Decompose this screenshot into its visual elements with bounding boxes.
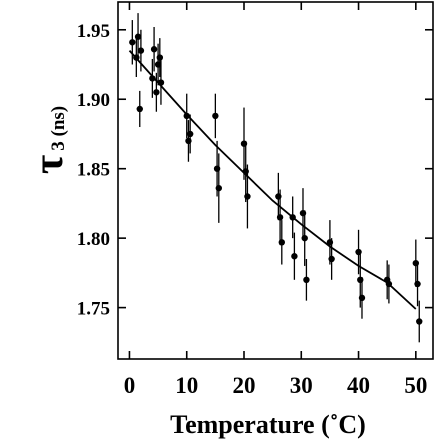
data-point xyxy=(183,112,190,120)
data-point xyxy=(129,39,136,46)
data-point xyxy=(358,294,366,302)
data-point xyxy=(414,280,421,288)
plot-frame xyxy=(117,1,434,360)
data-point xyxy=(276,214,284,221)
x-tick-label: 20 xyxy=(233,373,256,398)
y-axis-ticks: 1.75 1.80 1.85 1.90 1.95 xyxy=(77,21,433,320)
x-axis-title: Temperature (˚C) xyxy=(170,410,366,439)
svg-text:τ3 (ns): τ 3 (ns) xyxy=(26,106,72,174)
x-tick-label: 40 xyxy=(347,373,370,398)
data-point xyxy=(416,318,423,325)
fit-curve-layer xyxy=(128,50,417,310)
data-point xyxy=(212,112,219,120)
data-point xyxy=(134,33,142,40)
data-point xyxy=(153,89,160,96)
y-tick-label: 1.95 xyxy=(77,21,110,42)
x-tick-label: 30 xyxy=(290,373,313,398)
data-point xyxy=(244,193,251,200)
data-point xyxy=(215,184,222,192)
data-point xyxy=(289,214,296,221)
x-tick-label: 10 xyxy=(175,373,198,398)
data-point xyxy=(137,47,145,54)
data-point xyxy=(303,276,310,284)
data-point xyxy=(328,255,335,263)
data-point xyxy=(136,105,143,113)
x-tick-label: 50 xyxy=(404,373,427,398)
data-point xyxy=(156,54,164,61)
data-point xyxy=(149,75,156,82)
y-tick-label: 1.80 xyxy=(77,229,110,250)
data-point xyxy=(301,234,308,242)
data-point xyxy=(278,239,285,246)
y-axis-title: τ 3 (ns) xyxy=(26,106,72,174)
x-tick-label: 0 xyxy=(124,373,136,398)
y-tick-label: 1.75 xyxy=(77,299,110,320)
fit-curve xyxy=(128,50,417,310)
y-tick-label: 1.85 xyxy=(77,160,110,181)
y-tick-label: 1.90 xyxy=(77,90,110,111)
data-point xyxy=(385,280,393,288)
y-axis-title-symbol: τ xyxy=(26,155,72,174)
data-points-layer xyxy=(129,13,423,343)
data-point xyxy=(186,130,194,138)
data-point xyxy=(157,79,165,86)
data-point xyxy=(150,46,158,53)
y-axis-title-subscript: 3 (ns) xyxy=(48,106,69,151)
data-point xyxy=(291,253,298,260)
x-axis-ticks: 0 10 20 30 40 50 xyxy=(124,2,427,398)
